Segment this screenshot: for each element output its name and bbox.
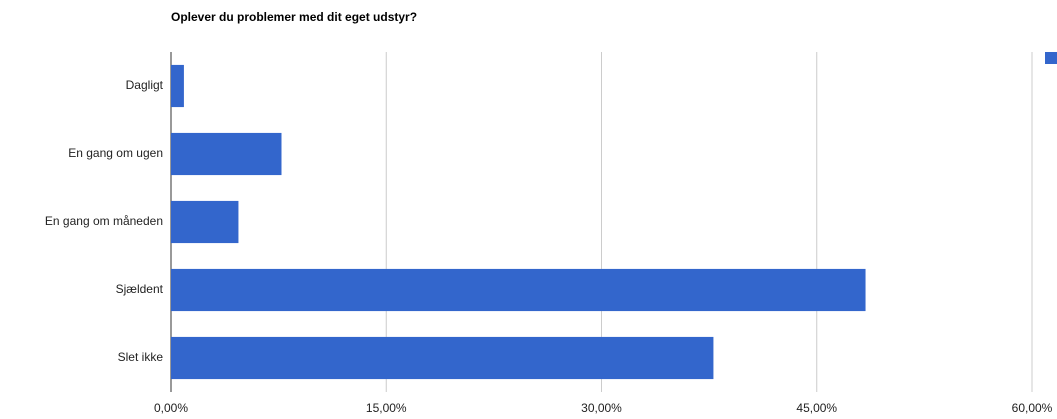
bar — [171, 64, 184, 108]
x-tick-label: 30,00% — [581, 401, 622, 415]
y-tick-label: En gang om ugen — [68, 146, 163, 160]
chart-title: Oplever du problemer med dit eget udstyr… — [171, 10, 417, 24]
legend-marker — [1045, 52, 1057, 64]
bar — [171, 200, 239, 244]
x-tick-label: 60,00% — [1012, 401, 1053, 415]
bar — [171, 336, 714, 380]
x-tick-label: 45,00% — [796, 401, 837, 415]
x-tick-label: 0,00% — [154, 401, 188, 415]
y-tick-label: Sjældent — [116, 282, 164, 296]
x-tick-label: 15,00% — [366, 401, 407, 415]
bar — [171, 132, 282, 176]
y-tick-label: En gang om måneden — [45, 214, 163, 228]
bar — [171, 268, 866, 312]
y-tick-label: Slet ikke — [118, 350, 164, 364]
y-tick-label: Dagligt — [126, 78, 164, 92]
